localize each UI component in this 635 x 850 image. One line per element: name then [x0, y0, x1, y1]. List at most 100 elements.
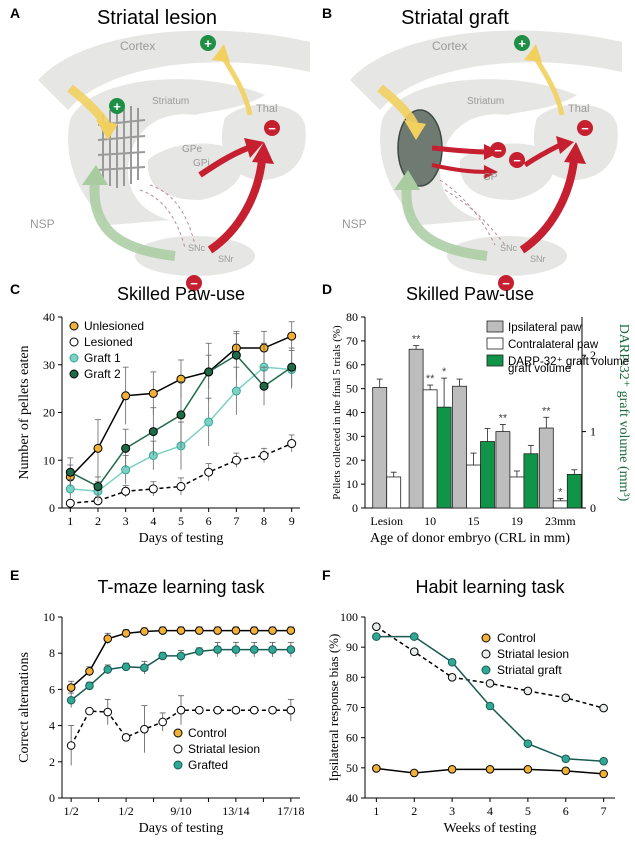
thal-to-cortex-arrowhead-b — [524, 44, 542, 62]
chart-e-legend-marker — [173, 760, 183, 770]
chart-c-legend-marker — [69, 337, 79, 347]
chart-d-y2tick-label: 0 — [590, 501, 596, 515]
chart-f-point — [599, 703, 608, 713]
chart-d-sig-label: ** — [542, 405, 551, 417]
chart-f-point — [561, 766, 571, 776]
nsp-label-b: NSP — [342, 217, 367, 231]
gp-minus2-icon-b — [509, 152, 525, 168]
gpe-label-a: GPe — [182, 144, 202, 155]
chart-c-point — [121, 486, 131, 496]
panel-b-title: Striatal graft — [401, 7, 509, 29]
chart-e-ytick-label: 8 — [49, 646, 55, 660]
graft-to-gp2-arrow-b — [431, 163, 489, 174]
chart-f-point — [523, 765, 533, 774]
chart-d-sig-label: ** — [412, 334, 421, 346]
chart-f-ylabel: Ipsilateral response bias (%) — [326, 634, 341, 782]
nsp-label-a: NSP — [30, 217, 55, 231]
dashed-graft-path-b — [439, 179, 496, 246]
chart-d-xlabel: Age of donor embryo (CRL in mm) — [370, 531, 570, 546]
chart-e-point — [66, 741, 76, 750]
snr-to-thal-arrowhead-b — [564, 142, 586, 164]
chart-e-point — [286, 626, 296, 635]
cortex-to-striatum-arrow-b — [377, 84, 419, 127]
chart-e-title: T-maze learning task — [97, 577, 265, 597]
chart-e-point — [121, 662, 131, 672]
chart-d-sig-label: ** — [426, 373, 435, 385]
chart-d-bar — [436, 406, 452, 509]
chart-d-ytick-label: 30 — [346, 429, 358, 443]
chart-d-ytick-label: 80 — [346, 310, 358, 324]
chart-c-xtick-label: 6 — [206, 514, 212, 528]
chart-f-point — [409, 632, 419, 641]
chart-e-point — [176, 705, 186, 715]
chart-d-ytick-label: 70 — [346, 334, 358, 348]
graft-to-gp2-arrowhead-b — [484, 165, 498, 179]
chart-c-legend-label: Lesioned — [84, 335, 133, 349]
snr-label-a: SNr — [218, 254, 234, 264]
chart-d-bar — [408, 348, 424, 509]
chart-d-ylabel2: DARP-32⁺ graft volume (mm³) — [616, 324, 631, 502]
chart-e-point — [176, 651, 186, 661]
chart-f-point — [372, 622, 381, 631]
chart-d-ytick-label: 50 — [346, 382, 358, 396]
striatum-label-b: Striatum — [467, 96, 504, 107]
chart-e-ylabel: Correct alternations — [17, 652, 32, 763]
chart-f-point — [485, 765, 495, 774]
chart-f-ytick-label: 40 — [346, 791, 358, 805]
chart-e-xtick-label: 1/2 — [118, 804, 133, 818]
chart-e-point — [158, 717, 167, 727]
cortex-plus-icon-a — [200, 35, 216, 51]
chart-e-point — [195, 705, 204, 715]
chart-c-point — [231, 386, 241, 396]
chart-f-point — [561, 754, 571, 764]
snr-to-thal-arrowhead-a — [252, 142, 274, 164]
chart-c-point — [121, 443, 131, 453]
chart-c-point — [148, 388, 158, 398]
gpi-label-a: GPi — [193, 158, 210, 169]
cortex-to-striatum-arrowhead-a — [96, 120, 118, 140]
chart-f: Habit learning task 40 50 60 70 80 90 100 1 2 3 4 5 6… — [326, 577, 615, 836]
chart-e-point — [66, 683, 76, 692]
chart-d-ytick-label: 20 — [346, 453, 358, 467]
gp-minus-icon-b — [490, 142, 506, 158]
chart-e-point — [158, 651, 167, 661]
panel-c-letter: C — [10, 281, 20, 297]
snr-to-thal-arrow-a — [207, 159, 266, 254]
chart-f-xtick-label: 7 — [601, 804, 607, 818]
chart-e-point — [103, 634, 113, 644]
chart-c-xtick-label: 3 — [123, 514, 129, 528]
chart-f-legend-marker — [481, 665, 491, 675]
chart-e-xtick-label: 1/2 — [63, 804, 78, 818]
chart-d-legend-swatch — [486, 354, 504, 367]
gp-minus-text-b: − — [494, 143, 502, 158]
chart-f-point — [523, 739, 533, 749]
chart-c-xtick-label: 9 — [289, 514, 295, 528]
panel-f-letter: F — [322, 567, 331, 583]
chart-c-ytick-label: 40 — [43, 310, 55, 324]
panel-a-diagram: A Striatal lesion Cortex Striatu — [10, 5, 310, 291]
chart-e-xtick-label: 17/18 — [277, 804, 304, 818]
snc-label-b: SNc — [500, 243, 518, 253]
sn-minus-text-b: − — [502, 276, 510, 291]
chart-e-xtick-label: 9/10 — [170, 804, 191, 818]
chart-e-ytick-label: 6 — [49, 682, 55, 696]
chart-c-point — [93, 443, 103, 453]
chart-c-point — [65, 498, 75, 508]
chart-d-ylabel: Pellets collected in the final 5 trials … — [331, 325, 343, 500]
chart-e-legend-label: Grafted — [188, 758, 228, 772]
chart-f-point — [599, 756, 608, 766]
cortex-plus-text-a: + — [204, 36, 212, 51]
chart-e-point — [268, 645, 277, 654]
chart-e-point — [85, 706, 94, 716]
chart-f-ytick-label: 100 — [340, 610, 358, 624]
chart-c-xtick-label: 1 — [67, 514, 73, 528]
sn-minus-icon-a — [186, 275, 202, 291]
chart-d-xtick-label: 23mm — [545, 514, 576, 528]
thalamus-shape-b — [533, 104, 618, 180]
chart-e-point — [231, 705, 241, 715]
chart-e-point — [249, 705, 259, 715]
chart-e-point — [103, 665, 113, 674]
chart-e-point — [213, 626, 222, 635]
nsp-arrow-a — [89, 179, 176, 261]
